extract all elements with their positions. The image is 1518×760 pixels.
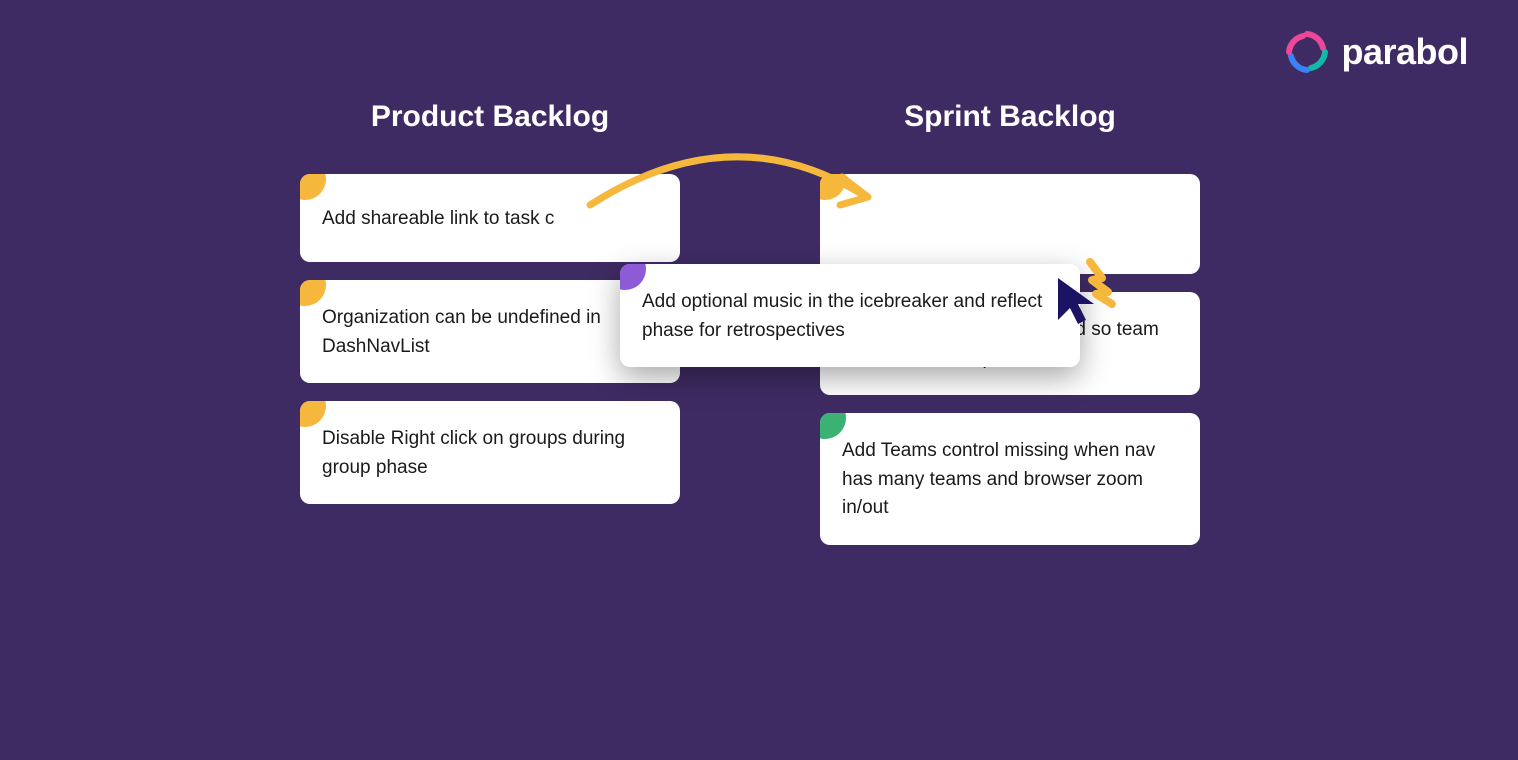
backlog-card[interactable]: Add Teams control missing when nav has m…	[820, 413, 1200, 545]
card-text: Add optional music in the icebreaker and…	[642, 288, 1058, 345]
card-corner-icon	[300, 280, 326, 306]
card-corner-icon	[300, 174, 326, 200]
product-backlog-title: Product Backlog	[300, 100, 680, 134]
brand-name: parabol	[1341, 31, 1468, 73]
backlog-card[interactable]: Disable Right click on groups during gro…	[300, 401, 680, 504]
card-corner-icon	[300, 401, 326, 427]
card-text: Add Teams control missing when nav has m…	[842, 437, 1178, 523]
card-text: Disable Right click on groups during gro…	[322, 425, 658, 482]
dragging-card[interactable]: Add optional music in the icebreaker and…	[620, 264, 1080, 367]
cursor-click-icon	[1050, 250, 1140, 345]
card-corner-icon	[820, 413, 846, 439]
parabol-logo-icon	[1285, 30, 1329, 74]
flow-arrow	[570, 135, 890, 225]
card-text: Add shareable link to task c	[322, 205, 554, 234]
card-text: Organization can be undefined in DashNav…	[322, 304, 658, 361]
brand-logo: parabol	[1285, 30, 1468, 74]
card-corner-icon	[620, 264, 646, 290]
sprint-backlog-title: Sprint Backlog	[820, 100, 1200, 134]
